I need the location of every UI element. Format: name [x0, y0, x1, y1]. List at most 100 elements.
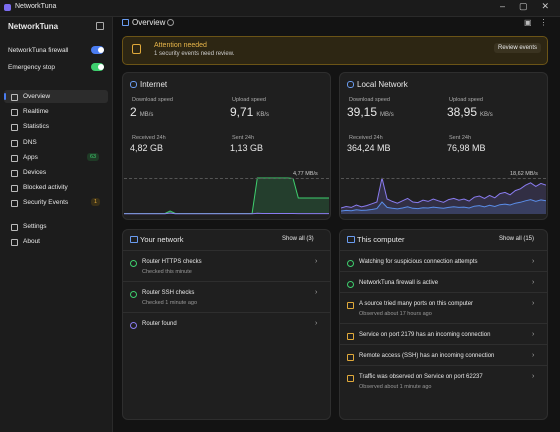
- traffic-line: [341, 199, 546, 212]
- chevron[interactable]: ›: [532, 279, 535, 286]
- stat-unit: KB/s: [256, 112, 270, 118]
- stat-label: Download speed: [132, 97, 173, 103]
- status-icon: [347, 302, 354, 309]
- alert-button[interactable]: Review events: [494, 43, 542, 53]
- show-all[interactable]: Show all (3): [282, 236, 314, 242]
- nav-item[interactable]: Security Events: [23, 199, 69, 207]
- chevron[interactable]: ›: [532, 352, 535, 359]
- title-bar: NetworkTuna –▢✕: [0, 0, 560, 17]
- divider: [340, 323, 547, 324]
- traffic-area: [341, 178, 546, 214]
- peak-label: 18,62 MB/s: [510, 171, 538, 177]
- stat-card: [122, 72, 331, 220]
- window-controls[interactable]: –▢✕: [500, 1, 560, 11]
- sidebar: [0, 17, 113, 432]
- stat-label: Received 24h: [132, 135, 166, 141]
- list-item[interactable]: Watching for suspicious connection attem…: [359, 259, 478, 265]
- nav-item[interactable]: Settings: [23, 223, 47, 230]
- nav-item[interactable]: Devices: [23, 169, 47, 176]
- stat-label: Received 24h: [349, 135, 383, 141]
- stat-value: 9,71 KB/s: [230, 105, 270, 119]
- nav-active-bar: [4, 93, 6, 100]
- page-title: Overview: [132, 18, 166, 27]
- status-icon: [347, 375, 354, 382]
- list-item[interactable]: Router SSH checks: [142, 290, 195, 296]
- nav-item[interactable]: Apps: [23, 153, 38, 161]
- nav-icon: [11, 185, 18, 193]
- list-card: [339, 229, 548, 420]
- header-icon: [122, 19, 129, 26]
- divider: [340, 365, 547, 366]
- traffic-area: [124, 178, 329, 214]
- peak-line: [341, 178, 546, 179]
- status-icon: [130, 322, 137, 329]
- chevron[interactable]: ›: [532, 300, 535, 307]
- nav-active-bg: [4, 90, 108, 103]
- nav-icon: [11, 200, 18, 208]
- stat-value: 76,98 MB: [447, 143, 486, 153]
- collapse-button[interactable]: [96, 22, 104, 30]
- stat-label: Download speed: [349, 97, 390, 103]
- chevron[interactable]: ›: [532, 331, 535, 338]
- nav-item[interactable]: Blocked activity: [23, 184, 68, 192]
- alert-message: 1 security events need review.: [154, 51, 235, 57]
- show-all[interactable]: Show all (15): [499, 236, 535, 242]
- divider: [123, 250, 330, 251]
- status-icon: [130, 291, 137, 298]
- toggle[interactable]: [91, 63, 104, 71]
- list-item-subtitle: Observed about 1 minute ago: [359, 384, 432, 390]
- status-icon: [130, 260, 137, 267]
- alert-title: Attention needed: [154, 42, 207, 49]
- nav-item[interactable]: DNS: [23, 138, 37, 146]
- divider: [340, 344, 547, 345]
- stat-value: 1,13 GB: [230, 143, 264, 153]
- header-actions[interactable]: ▣⋮: [524, 18, 556, 27]
- stat-value: 38,95 KB/s: [447, 105, 493, 119]
- stat-label: Sent 24h: [449, 135, 472, 141]
- stat-label: Sent 24h: [232, 135, 255, 141]
- list-item[interactable]: Router HTTPS checks: [142, 259, 202, 265]
- status-icon: [347, 333, 354, 340]
- traffic-line: [124, 212, 329, 215]
- stat-unit: MB/s: [380, 112, 394, 118]
- toggle-label: Emergency stop: [8, 64, 55, 71]
- nav-item[interactable]: Statistics: [23, 123, 50, 131]
- list-item[interactable]: Service on port 2179 has an incoming con…: [359, 332, 491, 338]
- list-item[interactable]: NetworkTuna firewall is active: [359, 280, 439, 286]
- divider: [340, 250, 547, 251]
- app-icon: [4, 4, 11, 11]
- card-title: Internet: [140, 80, 168, 89]
- stat-value: 2 MB/s: [130, 105, 154, 119]
- toggle-knob: [98, 64, 104, 70]
- nav-icon: [11, 170, 18, 177]
- nav-icon: [11, 239, 18, 247]
- stat-value: 4,82 GB: [130, 143, 164, 153]
- nav-badge: 1: [91, 198, 101, 207]
- stat-label: Upload speed: [232, 97, 266, 103]
- list-item[interactable]: Router found: [142, 321, 177, 327]
- stat-unit: MB/s: [139, 112, 154, 118]
- toggle-label: NetworkTuna firewall: [8, 47, 69, 54]
- alert-icon: [132, 44, 141, 54]
- chevron[interactable]: ›: [532, 258, 535, 265]
- chevron[interactable]: ›: [315, 258, 318, 265]
- nav-icon: [11, 94, 18, 101]
- nav-item[interactable]: Overview: [23, 93, 51, 100]
- toggle[interactable]: [91, 46, 104, 54]
- chevron[interactable]: ›: [315, 289, 318, 296]
- stat-value: 364,24 MB: [347, 143, 391, 153]
- card-title: Your network: [140, 235, 184, 244]
- app-name: NetworkTuna: [8, 22, 59, 31]
- list-item[interactable]: Remote access (SSH) has an incoming conn…: [359, 353, 495, 359]
- chevron[interactable]: ›: [315, 320, 318, 327]
- card-icon: [347, 236, 355, 243]
- divider: [340, 292, 547, 293]
- divider: [123, 281, 330, 282]
- chevron[interactable]: ›: [532, 373, 535, 380]
- stat-card: [339, 72, 548, 220]
- list-item[interactable]: A source tried many ports on this comput…: [359, 301, 474, 307]
- list-item[interactable]: Traffic was observed on Service on port …: [359, 374, 483, 380]
- nav-icon: [11, 154, 18, 162]
- nav-item[interactable]: About: [23, 238, 40, 246]
- nav-item[interactable]: Realtime: [23, 108, 49, 116]
